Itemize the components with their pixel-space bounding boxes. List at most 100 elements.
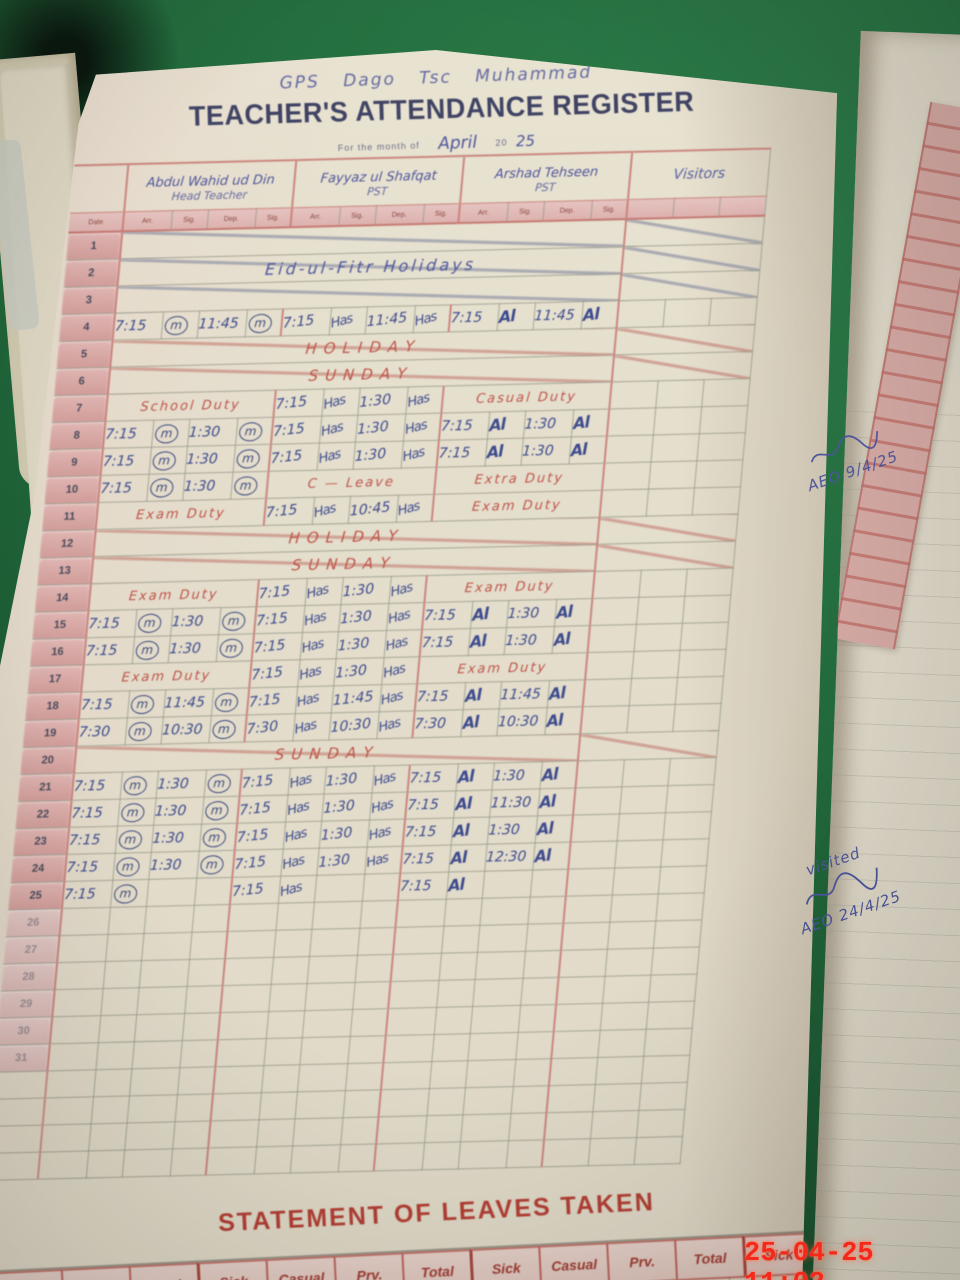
arrival-time-cell: 7:15: [237, 794, 288, 824]
arrival-sig-cell: Al: [484, 438, 523, 467]
visitor-cell: [544, 1111, 593, 1140]
signature-mark: Al: [538, 791, 555, 813]
visitor-cell: [602, 462, 651, 491]
departure-time-cell: [481, 870, 533, 899]
signature-mark: m: [117, 829, 144, 850]
signature-mark: Has: [292, 717, 317, 738]
visitor-cell: [606, 407, 656, 437]
empty-cell: [352, 981, 391, 1010]
visitor-cell: [616, 812, 666, 841]
arrival-sig-cell: Al: [453, 790, 492, 818]
visitor-cell: [691, 486, 740, 516]
visitor-cell: [546, 1084, 595, 1113]
departure-sig-cell: Al: [537, 787, 576, 816]
leaves-header-cell: Total: [401, 1249, 472, 1280]
attendance-table: Abdul Wahid ud Din Head Teacher Fayyaz u…: [0, 147, 771, 1181]
arrival-time-cell: 7:15: [263, 497, 315, 526]
signature-mark: m: [206, 773, 232, 793]
visitor-cell: [684, 568, 733, 597]
signature-mark: m: [247, 313, 273, 333]
empty-cell: [354, 954, 394, 983]
empty-cell: [510, 1085, 549, 1114]
arrival-sig-cell: Has: [297, 658, 336, 687]
arrival-time-cell: 7:15: [400, 845, 451, 874]
departure-time-cell: 1:30: [150, 824, 202, 853]
leaves-title: STATEMENT OF LEAVES TAKEN: [217, 1188, 656, 1238]
empty-cell: [191, 904, 230, 933]
arrival-time-cell: 7:15: [402, 817, 454, 847]
departure-time-cell: 10:30: [328, 711, 379, 740]
departure-sig-cell: m: [203, 769, 242, 798]
leaves-header-cell: Sick: [469, 1245, 541, 1280]
departure-sig-cell: [193, 877, 233, 906]
arrival-time-cell: 7:15: [268, 443, 319, 472]
empty-cell: [49, 1015, 101, 1044]
subheader-cell: Dep.: [542, 200, 592, 222]
empty-cell: [476, 924, 528, 953]
signature-mark: Al: [471, 603, 488, 625]
signature-mark: Al: [449, 847, 467, 869]
duty-note-cell: Exam Duty: [424, 571, 595, 603]
empty-cell: [309, 928, 360, 957]
visitor-cell: [640, 1055, 690, 1084]
empty-cell: [380, 1061, 432, 1090]
signature-mark: m: [153, 423, 180, 444]
day-cell: 22: [15, 800, 72, 829]
visitor-cell: [589, 597, 639, 626]
visitor-cell: [660, 838, 709, 867]
empty-cell: [426, 1087, 465, 1116]
visitor-cell: [563, 895, 612, 924]
day-cell: 16: [29, 637, 87, 667]
arrival-time-cell: 7:15: [229, 876, 281, 905]
visitor-cell: [665, 784, 714, 813]
empty-cell: [474, 951, 525, 980]
subheader-cell: Sig.: [170, 209, 209, 231]
day-cell: 29: [0, 989, 55, 1019]
arrival-time-cell: 7:15: [407, 763, 458, 793]
signature-mark: Al: [486, 441, 503, 463]
empty-cell: [388, 980, 439, 1009]
signature-mark: Al: [541, 764, 558, 786]
signature-mark: Has: [403, 417, 428, 438]
visitor-cell: [565, 868, 615, 897]
margin-note-aeo-2: visited AEO 24/4/25: [754, 826, 929, 948]
arrival-sig-cell: m: [151, 419, 190, 448]
visitor-cell: [599, 1002, 649, 1031]
arrival-time-cell: 7:15: [270, 416, 322, 445]
leaves-header-cell: Casual: [0, 1269, 63, 1280]
departure-sig-cell: Has: [376, 710, 415, 739]
signature-mark: Has: [367, 823, 391, 844]
empty-cell: [227, 903, 278, 932]
empty-cell: [306, 955, 358, 984]
departure-sig-cell: Has: [381, 656, 420, 685]
signature-mark: Has: [405, 390, 430, 411]
departure-sig-cell: m: [234, 417, 274, 446]
empty-cell: [347, 1035, 386, 1064]
visitor-cell: [614, 839, 663, 869]
leaves-header-cell: Prv.: [60, 1265, 131, 1280]
day-cell: 18: [24, 692, 82, 721]
visitor-cell: [652, 406, 702, 435]
arrival-sig-cell: Al: [448, 844, 487, 873]
leaves-header-cell: Sick: [196, 1259, 268, 1280]
empty-cell: [273, 929, 312, 958]
arrival-sig-cell: Has: [277, 875, 317, 904]
leaves-header-cell: Total: [674, 1235, 745, 1280]
empty-cell: [174, 1093, 213, 1122]
arrival-sig-cell: Al: [445, 871, 485, 900]
signature-mark: m: [235, 448, 261, 469]
arrival-time-cell: 7:15: [98, 474, 149, 503]
visitor-cell: [558, 949, 607, 978]
signature-mark: Has: [321, 392, 346, 413]
visitor-cell: [609, 380, 658, 410]
empty-cell: [349, 1008, 389, 1037]
signature-mark: Has: [381, 661, 406, 682]
arrival-sig-cell: Has: [280, 848, 319, 877]
margin-note-aeo-1: AEO 9/4/25: [764, 407, 932, 506]
empty-cell: [177, 1066, 216, 1095]
empty-cell: [105, 933, 144, 962]
departure-time-cell: 1:30: [184, 445, 235, 474]
empty-cell: [263, 1037, 302, 1066]
arrival-sig-cell: Has: [302, 604, 341, 633]
arrival-sig-cell: m: [114, 825, 154, 854]
